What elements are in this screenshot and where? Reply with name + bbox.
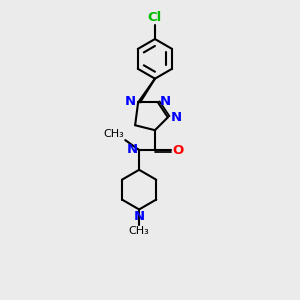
Text: Cl: Cl [148, 11, 162, 24]
Text: O: O [173, 143, 184, 157]
Text: CH₃: CH₃ [103, 129, 124, 139]
Text: CH₃: CH₃ [129, 226, 149, 236]
Text: N: N [160, 95, 171, 108]
Text: N: N [125, 95, 136, 108]
Text: N: N [134, 210, 145, 224]
Text: N: N [171, 111, 182, 124]
Text: N: N [127, 142, 138, 155]
